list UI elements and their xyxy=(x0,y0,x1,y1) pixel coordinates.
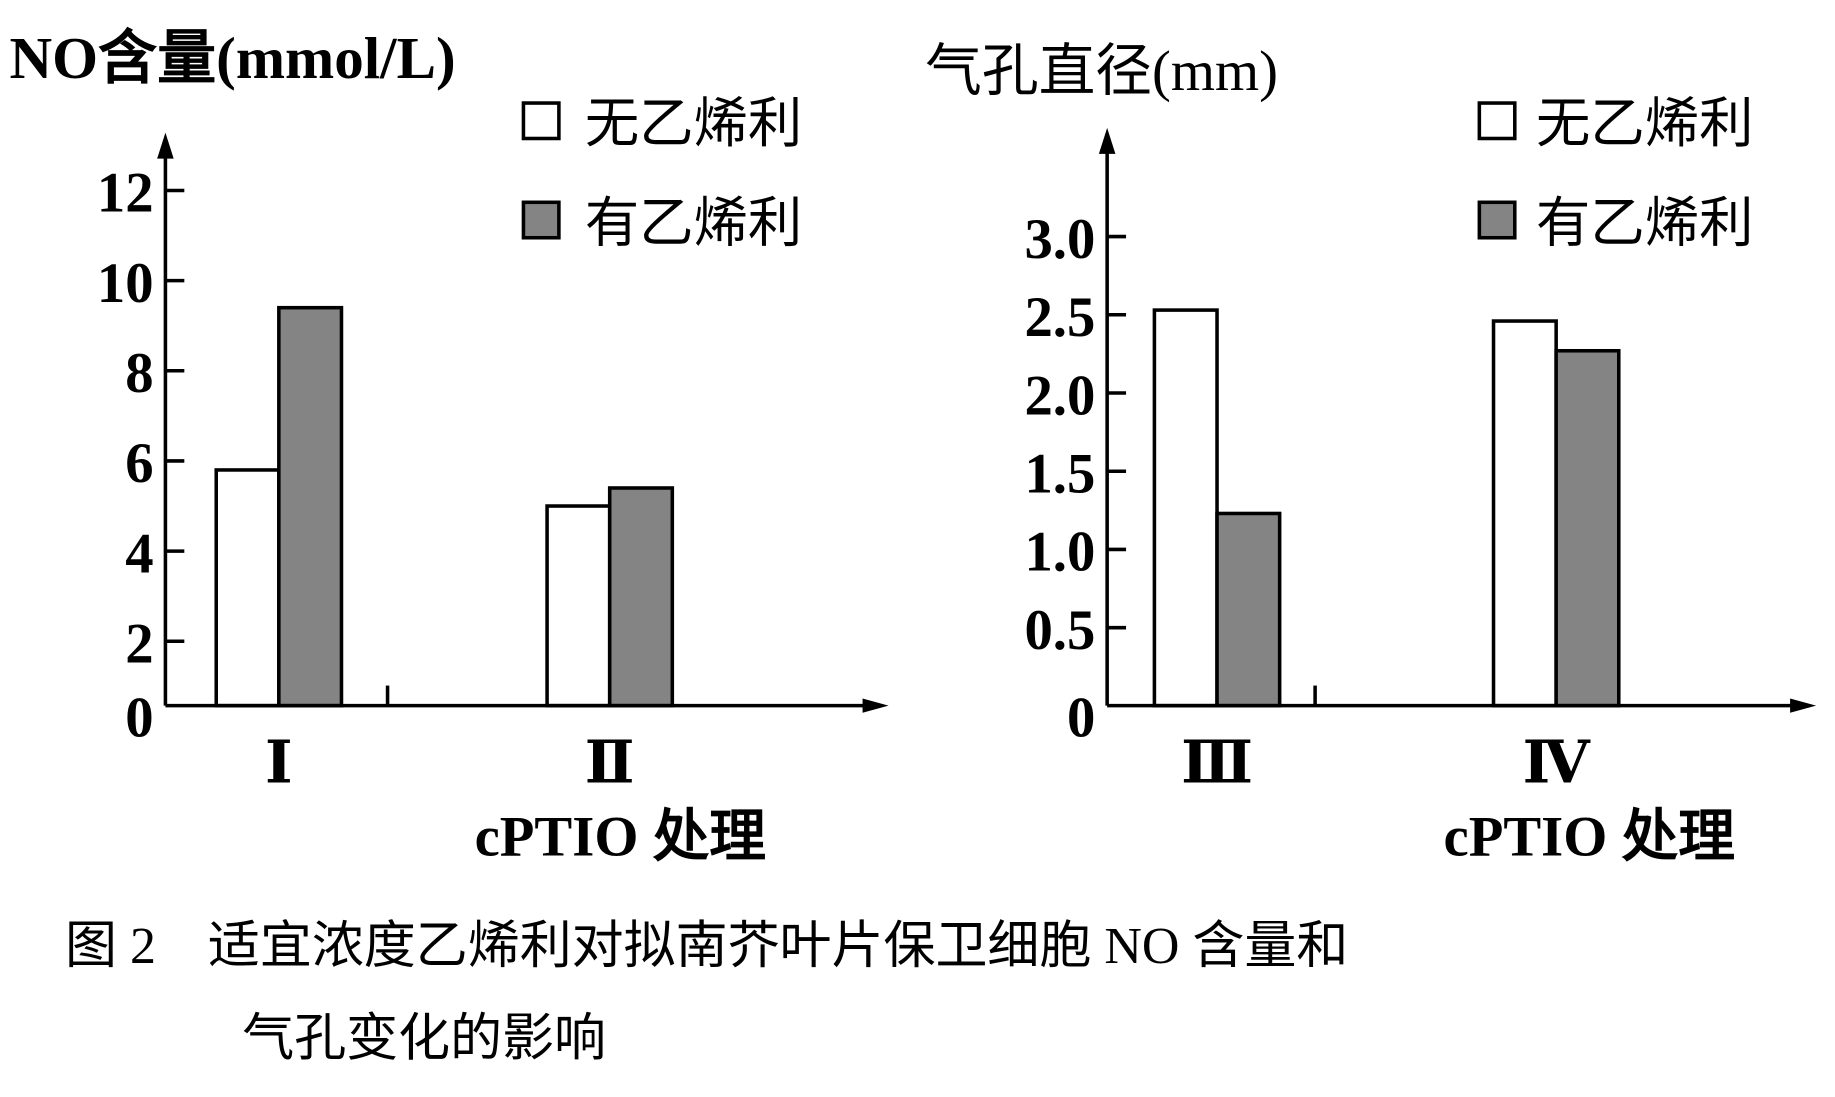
x-category-label: Ⅲ xyxy=(1181,729,1253,795)
y-tick-label: 1.5 xyxy=(1024,442,1095,505)
x-axis-arrow-icon xyxy=(862,698,889,713)
legend-label: 有乙烯利 xyxy=(585,193,802,253)
legend-label: 有乙烯利 xyxy=(1536,193,1753,253)
caption-line-1: 图 2 适宜浓度乙烯利对拟南芥叶片保卫细胞 NO 含量和 xyxy=(65,918,1348,975)
y-tick-label: 0 xyxy=(1067,686,1095,749)
y-axis-title: 气孔直径(mm) xyxy=(925,40,1278,103)
bar-without-ethephon xyxy=(545,504,612,708)
y-tick-label: 10 xyxy=(97,252,154,315)
x-category-label: Ⅳ xyxy=(1523,729,1591,795)
y-axis-title: NO含量(mmol/L) xyxy=(9,25,455,91)
y-tick-label: 1.0 xyxy=(1024,521,1095,584)
y-tick-label: 0.5 xyxy=(1024,599,1095,662)
x-axis-title: cPTIO 处理 xyxy=(475,806,766,869)
y-tick-label: 8 xyxy=(125,342,153,405)
bar-without-ethephon xyxy=(1152,308,1219,708)
x-axis-arrow-icon xyxy=(1790,698,1817,713)
x-category-label: Ⅰ xyxy=(265,729,293,795)
y-tick-label: 3.0 xyxy=(1024,208,1095,271)
bar-with-ethephon xyxy=(1215,511,1282,708)
legend-label: 无乙烯利 xyxy=(1536,94,1753,154)
y-axis-arrow-icon xyxy=(1098,127,1116,154)
bar-with-ethephon xyxy=(277,305,344,708)
x-axis-title: cPTIO 处理 xyxy=(1444,806,1735,869)
y-tick-label: 6 xyxy=(125,432,153,495)
legend-swatch xyxy=(1477,200,1517,240)
y-tick-label: 2.5 xyxy=(1024,286,1095,349)
bar-with-ethephon xyxy=(607,486,675,708)
bar-without-ethephon xyxy=(214,468,281,708)
legend-swatch xyxy=(1477,101,1517,141)
bar-with-ethephon xyxy=(1554,348,1621,708)
no-content-chart: NO含量(mmol/L) cPTIO 处理 0 2 4 6 8 10 12 Ⅰ Ⅱ 无乙烯利有乙烯… xyxy=(9,25,889,869)
legend-swatch xyxy=(521,101,561,141)
stomata-diameter-chart: 气孔直径(mm) cPTIO 处理 0 0.5 1.0 1.5 2.0 2.5 3.0 Ⅲ Ⅳ 无… xyxy=(925,40,1817,869)
legend-swatch xyxy=(521,200,561,240)
bar-without-ethephon xyxy=(1491,319,1558,708)
legend-label: 无乙烯利 xyxy=(585,94,802,154)
y-tick-label: 12 xyxy=(97,162,154,225)
y-tick-label: 0 xyxy=(125,686,153,749)
y-tick-label: 2 xyxy=(125,613,153,676)
x-category-label: Ⅱ xyxy=(585,729,635,795)
y-axis-arrow-icon xyxy=(157,132,174,159)
caption-line-2: 气孔变化的影响 xyxy=(242,1010,606,1067)
y-tick-label: 4 xyxy=(125,522,153,585)
y-tick-label: 2.0 xyxy=(1024,364,1095,427)
